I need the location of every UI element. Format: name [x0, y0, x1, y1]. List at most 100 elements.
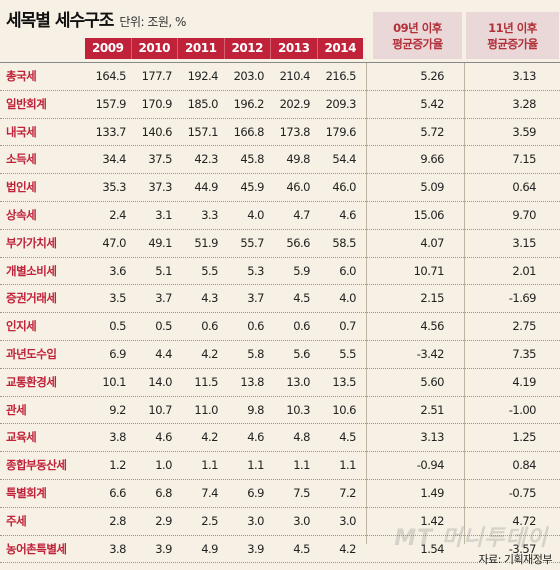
cell-value: 4.2 [339, 541, 356, 556]
table-row: 내국세 133.7 140.6 157.1 166.8 173.8 179.6 5.72 3.5… [0, 119, 560, 147]
cell-value: 3.1 [155, 207, 172, 222]
cell-value: 177.7 [141, 69, 173, 83]
growth-09-value: 5.26 [420, 69, 444, 83]
cell-value: 3.7 [155, 291, 172, 306]
cell-value: 9.2 [109, 402, 126, 417]
cell-value: 4.8 [293, 430, 310, 445]
growth-11-value: 4.19 [512, 374, 536, 389]
cell-value: 2.8 [109, 513, 126, 528]
cell-value: 4.4 [155, 346, 172, 361]
growth-09-value: -0.94 [416, 458, 445, 473]
row-label: 법인세 [6, 180, 37, 195]
table-row: 개별소비세 3.6 5.1 5.5 5.3 5.9 6.0 10.71 2.01 [0, 258, 560, 286]
cell-value: 7.4 [201, 485, 218, 500]
year-header: 2009 2010 2011 2012 2013 2014 [85, 38, 363, 59]
table-row: 교통환경세 10.1 14.0 11.5 13.8 13.0 13.5 5.60 4.19 [0, 369, 560, 397]
growth-09-value: 5.60 [420, 374, 444, 389]
watermark-logo: MT 머니투데이 [394, 526, 548, 551]
cell-value: 157.1 [187, 124, 219, 139]
row-label: 특별회계 [6, 485, 47, 500]
cell-value: 3.8 [109, 430, 126, 445]
table-row: 교육세 3.8 4.6 4.2 4.6 4.8 4.5 3.13 1.25 [0, 424, 560, 453]
cell-value: 4.5 [293, 541, 310, 556]
row-label: 총국세 [6, 69, 37, 83]
cell-value: 3.9 [247, 541, 264, 556]
cell-value: 2.9 [155, 513, 172, 528]
growth-09-value: 15.06 [413, 207, 445, 222]
cell-value: 5.5 [201, 263, 218, 278]
cell-value: 0.6 [293, 319, 310, 334]
growth-09-value: -3.42 [416, 346, 445, 361]
cell-value: 157.9 [95, 96, 127, 111]
cell-value: 3.3 [201, 207, 218, 222]
cell-value: 58.5 [332, 235, 356, 250]
cell-value: 196.2 [233, 96, 265, 111]
growth-11-value: 1.25 [512, 430, 536, 445]
cell-value: 5.6 [293, 346, 310, 361]
cell-value: 35.3 [102, 180, 126, 195]
row-label: 교육세 [6, 430, 37, 445]
cell-value: 3.6 [109, 263, 126, 278]
table-row: 종합부동산세 1.2 1.0 1.1 1.1 1.1 1.1 -0.94 0.84 [0, 452, 560, 480]
cell-value: 170.9 [141, 96, 173, 111]
cell-value: 56.6 [286, 235, 310, 250]
row-label: 과년도수입 [6, 346, 57, 361]
cell-value: 0.6 [247, 319, 264, 334]
unit-label: 단위: 조원, % [119, 15, 186, 29]
cell-value: 10.3 [286, 402, 310, 417]
table-row: 상속세 2.4 3.1 3.3 4.0 4.7 4.6 15.06 9.70 [0, 202, 560, 230]
row-label: 인지세 [6, 319, 37, 334]
growth-09-value: 5.42 [420, 96, 444, 111]
growth-09-value: 2.51 [420, 402, 444, 417]
cell-value: 5.9 [293, 263, 310, 278]
cell-value: 5.8 [247, 346, 264, 361]
growth-11-value: -1.00 [508, 402, 537, 417]
cell-value: 0.6 [201, 319, 218, 334]
year-2010: 2010 [130, 38, 178, 59]
growth-09-value: 1.49 [420, 485, 444, 500]
table-row: 일반회계 157.9 170.9 185.0 196.2 202.9 209.3 5.42 3.… [0, 91, 560, 119]
growth-09-value: 1.42 [420, 513, 444, 528]
cell-value: 13.8 [240, 374, 264, 389]
row-label: 증권거래세 [6, 291, 57, 306]
growth-11-value: 2.75 [512, 319, 536, 334]
cell-value: 0.5 [109, 319, 126, 334]
growth-09-value: 4.56 [420, 319, 444, 334]
row-label: 농어촌특별세 [6, 541, 67, 556]
row-label: 내국세 [6, 124, 37, 139]
cell-value: 1.1 [339, 458, 356, 473]
cell-value: 3.0 [339, 513, 356, 528]
table-row: 총국세 164.5 177.7 192.4 203.0 210.4 216.5 5.26 3.1… [0, 62, 560, 91]
growth-11-value: 9.70 [512, 207, 536, 222]
table-row: 과년도수입 6.9 4.4 4.2 5.8 5.6 5.5 -3.42 7.35 [0, 341, 560, 369]
table-row: 소득세 34.4 37.5 42.3 45.8 49.8 54.4 9.66 7.15 [0, 146, 560, 175]
cell-value: 133.7 [95, 124, 127, 139]
cell-value: 49.1 [148, 235, 172, 250]
growth-11-value: 2.01 [512, 263, 536, 278]
cell-value: 3.8 [109, 541, 126, 556]
cell-value: 1.1 [293, 458, 310, 473]
cell-value: 10.7 [148, 402, 172, 417]
cell-value: 7.5 [293, 485, 310, 500]
year-2014: 2014 [316, 38, 364, 59]
cell-value: 1.0 [155, 458, 172, 473]
row-label: 상속세 [6, 207, 37, 222]
cell-value: 7.2 [339, 485, 356, 500]
cell-value: 37.3 [148, 180, 172, 195]
cell-value: 164.5 [95, 69, 127, 83]
cell-value: 49.8 [286, 152, 310, 167]
cell-value: 216.5 [325, 69, 357, 83]
table-row: 특별회계 6.6 6.8 7.4 6.9 7.5 7.2 1.49 -0.75 [0, 480, 560, 508]
growth-11-value: 0.84 [512, 458, 536, 473]
cell-value: 11.0 [194, 402, 218, 417]
cell-value: 10.6 [332, 402, 356, 417]
growth-09-value: 10.71 [413, 263, 445, 278]
growth-11-value: -1.69 [508, 291, 537, 306]
cell-value: 1.1 [247, 458, 264, 473]
cell-value: 46.0 [286, 180, 310, 195]
cell-value: 6.0 [339, 263, 356, 278]
cell-value: 209.3 [325, 96, 357, 111]
growth-11-value: 3.13 [512, 69, 536, 83]
growth-09-value: 9.66 [420, 152, 444, 167]
growth-09-value: 1.54 [420, 541, 444, 556]
